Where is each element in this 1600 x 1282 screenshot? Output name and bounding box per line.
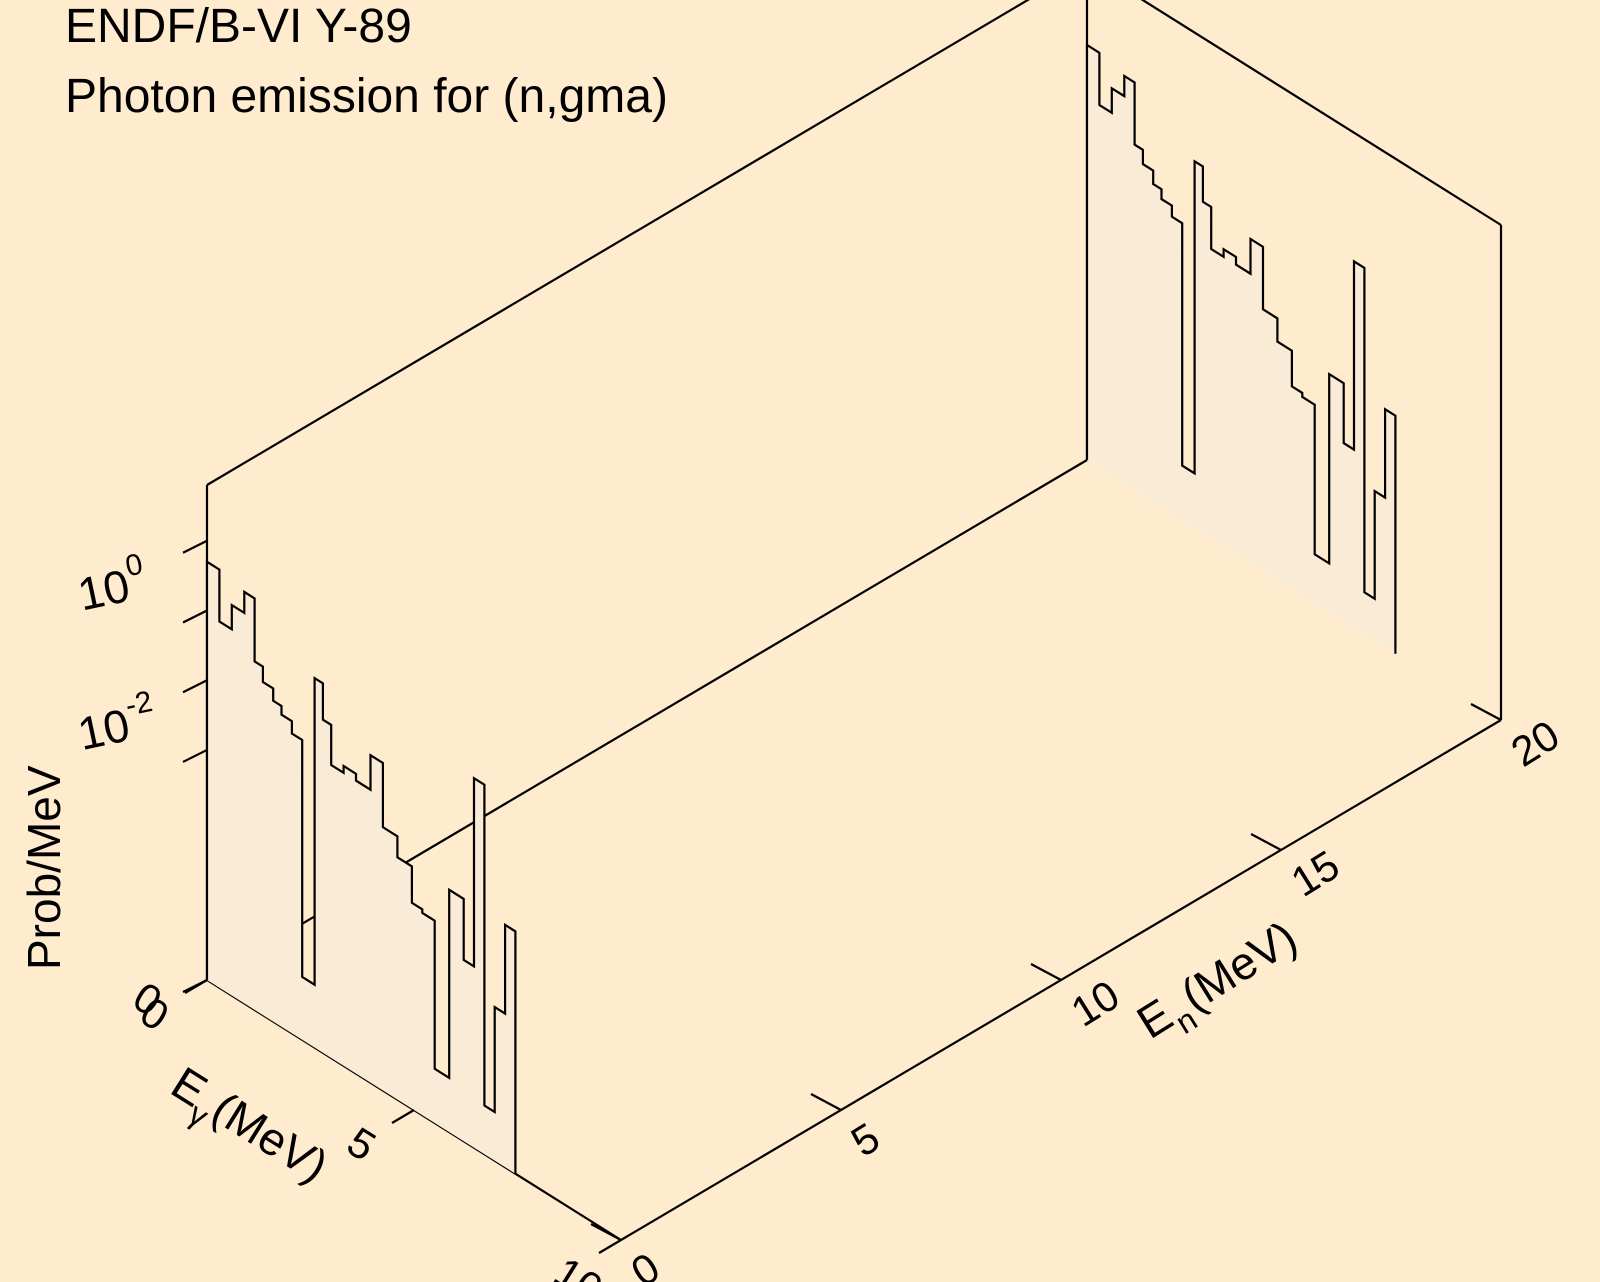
x-tick-0: [184, 979, 208, 994]
z-tick-base-0: 10: [73, 559, 134, 621]
z-minor-tick-1: [182, 748, 208, 763]
y-tick-text-3: 15: [1283, 841, 1348, 906]
series-line-1: [1085, 43, 1397, 654]
series-fill-1: [1087, 45, 1396, 654]
z-tick-label-1: 10-2: [73, 685, 155, 760]
y-axis-title-rest: (MeV): [1172, 910, 1306, 1020]
y-tick-4: [1470, 703, 1502, 721]
z-tick-exp-1: -2: [122, 685, 155, 723]
z-tick-exp-0: 0: [122, 548, 145, 584]
title-block: ENDF/B-VI Y-89 Photon emission for (n,gm…: [65, 0, 668, 123]
chart-subtitle: Photon emission for (n,gma): [65, 70, 668, 123]
series-line-0: [205, 559, 517, 1174]
top-right-edge: [1140, 0, 1502, 226]
z-major-tick-0: [182, 539, 208, 554]
top-back-edge: [206, 0, 1030, 486]
y-tick-0: [590, 1223, 622, 1241]
series-fill-0: [207, 561, 516, 1174]
y-tick-3: [1250, 833, 1282, 851]
y-tick-label-4: 20: [1503, 711, 1568, 776]
y-tick-label-0: 0: [623, 1243, 668, 1282]
z-minor-tick-0: [182, 609, 208, 624]
y-tick-2: [1030, 963, 1062, 981]
y-tick-label-3: 15: [1283, 841, 1348, 906]
y-tick-text-2: 10: [1063, 971, 1128, 1036]
y-tick-text-0: 0: [623, 1243, 668, 1282]
y-tick-text-1: 5: [843, 1113, 888, 1165]
z-axis-label: Prob/MeV: [18, 765, 70, 970]
x-tick-1: [391, 1109, 415, 1124]
y-tick-label-2: 10: [1063, 971, 1128, 1036]
x-axis-title-rest: (MeV): [203, 1082, 337, 1192]
y-axis-title: En (MeV): [1128, 910, 1306, 1048]
x-tick-text-1: 5: [339, 1118, 384, 1170]
x-axis-title: Eγ (MeV): [163, 1056, 337, 1192]
x-tick-2: [598, 1239, 622, 1254]
series-layer: [205, 43, 1397, 1174]
y-tick-label-1: 5: [843, 1113, 888, 1165]
z-major-tick-1: [182, 679, 208, 694]
chart-title: ENDF/B-VI Y-89: [65, 0, 412, 53]
z-tick-base-1: 10: [73, 698, 134, 760]
y-tick-1: [810, 1093, 842, 1111]
y-tick-text-4: 20: [1503, 711, 1568, 776]
x-tick-label-1: 5: [339, 1118, 384, 1170]
z-tick-label-0: 100: [73, 548, 145, 621]
